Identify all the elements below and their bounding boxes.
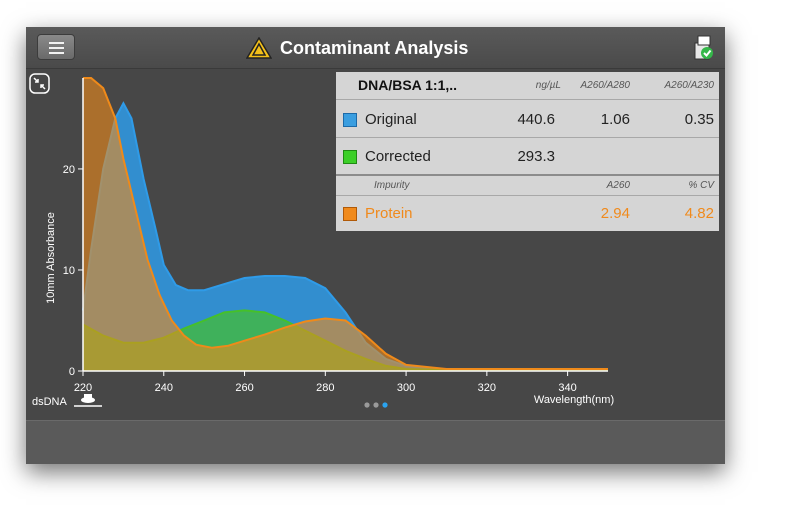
header-impurity: Impurity [374,180,410,191]
original-concentration: 440.6 [517,111,555,128]
original-a260-a280: 1.06 [600,111,630,128]
x-tick-label: 260 [235,382,253,394]
y-tick-label: 0 [69,366,75,378]
series-area-original [83,103,608,372]
x-tick-label: 340 [558,382,576,394]
x-axis-label: Wavelength(nm) [534,394,614,406]
menu-icon [49,52,64,54]
bottom-toolbar [26,420,725,464]
report-check-icon[interactable] [692,34,716,62]
x-tick-label: 300 [397,382,415,394]
result-row-original[interactable]: Original 440.6 1.06 0.35 [336,100,719,138]
x-tick-label: 240 [155,382,173,394]
protein-cv: 4.82 [684,205,714,222]
impurity-header-row: Impurity A260 % CV [336,176,719,196]
protein-color-swatch [343,207,357,221]
result-row-corrected[interactable]: Corrected 293.3 [336,138,719,176]
collapse-arrows-icon [33,77,46,90]
x-tick-label: 320 [478,382,496,394]
y-axis-label: 10mm Absorbance [45,212,57,304]
dataset-label: dsDNA [32,396,68,408]
header-a260-a280: A260/A280 [580,80,631,91]
y-tick-label: 10 [63,265,75,277]
results-table: DNA/BSA 1:1,.. ng/µL A260/A280 A260/A230… [336,72,719,231]
menu-button[interactable] [37,34,75,60]
y-tick-label: 20 [63,164,75,176]
impurity-row-protein[interactable]: Protein 2.94 4.82 [336,196,719,231]
collapse-button[interactable] [29,73,50,94]
series-line-protein [83,77,608,370]
original-a260-a230: 0.35 [684,111,714,128]
page-indicator[interactable] [364,402,388,408]
header-concentration: ng/µL [535,80,561,91]
page-dot[interactable] [382,402,388,408]
warning-triangle-icon [246,37,272,59]
x-tick-label: 220 [74,382,92,394]
corrected-concentration: 293.3 [517,148,555,165]
original-color-swatch [343,113,357,127]
corrected-label: Corrected [365,148,431,165]
sample-stage-icon [74,394,102,407]
page-title: Contaminant Analysis [280,37,469,58]
title-group: Contaminant Analysis [246,35,468,61]
spectrum-chart: 220 240 260 280 300 320 340 0 10 20 10mm Absorban… [29,73,614,408]
results-header-row: DNA/BSA 1:1,.. ng/µL A260/A280 A260/A230 [336,72,719,100]
page-dot[interactable] [364,402,370,408]
corrected-color-swatch [343,150,357,164]
page-dot[interactable] [373,402,379,408]
protein-label: Protein [365,205,413,222]
series-area-protein [83,78,608,371]
title-bar: Contaminant Analysis [26,27,725,69]
protein-a260: 2.94 [600,205,630,222]
menu-icon [49,47,64,49]
sample-name: DNA/BSA 1:1,.. [358,77,458,93]
header-cv: % CV [688,180,714,191]
app-screen: Contaminant Analysis 220 240 260 280 300 320 3… [26,27,725,464]
menu-icon [49,42,64,44]
header-a260: A260 [606,180,630,191]
x-tick-label: 280 [316,382,334,394]
header-a260-a230: A260/A230 [664,80,715,91]
original-label: Original [365,111,417,128]
